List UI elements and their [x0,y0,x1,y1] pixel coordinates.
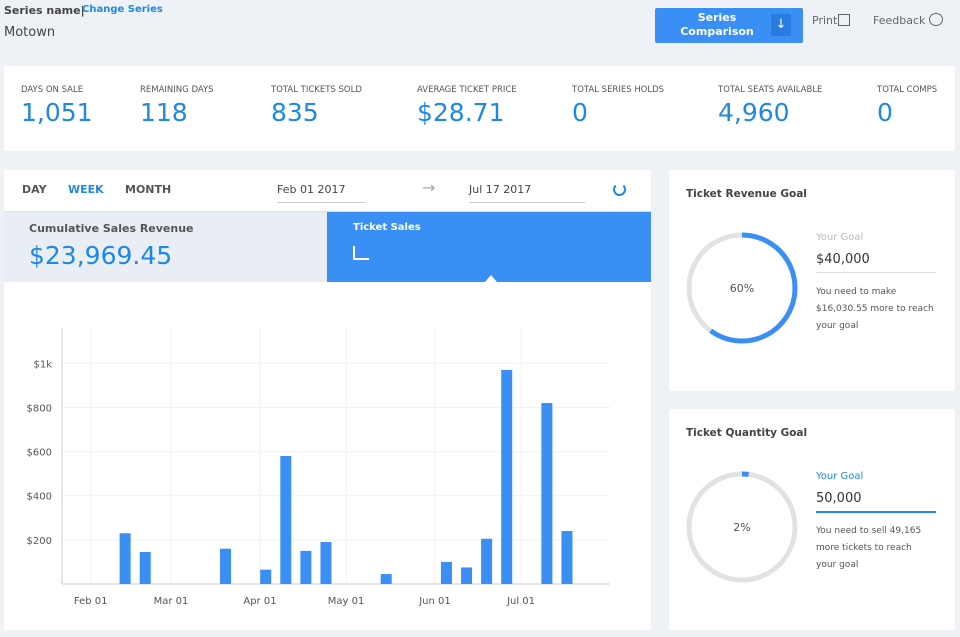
y-tick-label: $1k [33,359,52,370]
bar [481,538,493,584]
stat-label: REMAINING DAYS [140,85,214,95]
bar [220,548,232,584]
date-arrow: → [422,178,436,197]
x-tick-label: May 01 [328,596,365,607]
tab-pointer [485,275,497,282]
goal-card: Ticket Quantity Goal Your Goal 50,000 You n… [669,409,955,630]
sales-tab-label: Ticket Sales [353,222,421,233]
tab-row: DAY WEEK MONTH [4,170,651,212]
stat-value: 0 [572,98,588,127]
goal-value: $40,000 [816,252,936,273]
goal-percent: 2% [733,521,750,534]
feedback-icon [929,13,943,26]
goal-label: Your Goal [816,471,864,482]
comparison-button[interactable]: Series Comparison ↓ [655,8,803,43]
y-tick-label: $600 [27,448,52,459]
y-tick-label: $800 [27,403,52,414]
button-icon: ↓ [771,14,791,36]
end-date[interactable]: Jul 17 2017 [469,183,585,203]
goal-title: Ticket Quantity Goal [686,427,808,439]
stat-label: TOTAL COMPS [877,85,938,95]
stat-value: 1,051 [21,98,93,127]
stat-value: 118 [140,98,188,127]
stat-label: TOTAL TICKETS SOLD [271,85,362,95]
x-tick-label: Jul 01 [506,596,535,607]
y-tick-label: $400 [27,492,52,503]
print-icon [838,14,850,26]
stat-value: $28.71 [417,98,505,127]
x-tick-label: Apr 01 [243,596,276,607]
goal-percent: 60% [730,282,754,295]
sales-tab[interactable]: Ticket Sales [327,212,651,282]
stat-label: DAYS ON SALE [21,85,84,95]
bar [380,574,392,584]
revenue-value: $23,969.45 [29,241,173,270]
bar [320,542,332,584]
bar [300,550,312,584]
stat-value: 4,960 [718,98,790,127]
goal-note: You need to sell 49,165 more tickets to … [816,526,922,570]
x-tick-label: Mar 01 [154,596,189,607]
series-label: Series name| [4,4,85,17]
bar [440,561,452,584]
bar [461,567,473,584]
stat-label: TOTAL SERIES HOLDS [572,85,665,95]
stat-value: 835 [271,98,319,127]
button-text: Series Comparison [680,11,754,38]
feedback[interactable]: Feedback [873,14,926,27]
tab[interactable]: WEEK [68,183,104,196]
tab[interactable]: MONTH [125,183,172,196]
x-tick-label: Feb 01 [74,596,108,607]
goal-card: Ticket Revenue Goal Your Goal $40,000 You n… [669,170,955,391]
y-tick-label: $200 [27,536,52,547]
tab[interactable]: DAY [22,183,47,196]
start-date[interactable]: Feb 01 2017 [277,183,365,203]
print[interactable]: Print [812,14,838,27]
revenue-label: Cumulative Sales Revenue [29,222,194,235]
stat-label: TOTAL SEATS AVAILABLE [718,85,823,95]
change-series[interactable]: Change Series [82,4,163,15]
stat-value: 0 [877,98,893,127]
bar [260,569,272,584]
bar [541,403,553,584]
revenue-panel: Cumulative Sales Revenue $23,969.45 [4,212,327,282]
bar [139,552,151,584]
bar [119,533,131,584]
goal-value: 50,000 [816,491,936,513]
stat-label: AVERAGE TICKET PRICE [417,85,517,95]
goal-title: Ticket Revenue Goal [686,188,807,200]
bar [280,456,292,584]
x-tick-label: Jun 01 [418,596,451,607]
series-name: Motown [4,25,56,40]
refresh-icon[interactable] [613,183,626,196]
bar-icon [353,246,369,260]
goal-arc [686,232,798,344]
goal-note: You need to make $16,030.55 more to reac… [816,287,934,331]
goal-arc [686,471,798,583]
stats-card: DAYS ON SALE 1,051 REMAINING DAYS 118 TOTAL … [4,66,955,151]
bar [501,369,513,584]
goal-label: Your Goal [816,232,864,243]
bar [561,531,573,584]
